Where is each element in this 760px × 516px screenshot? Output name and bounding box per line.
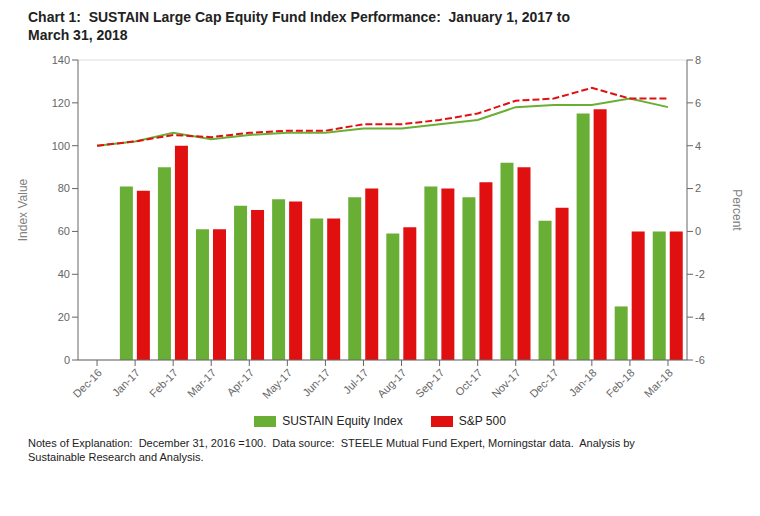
svg-text:Feb-17: Feb-17 [147, 366, 180, 399]
svg-text:Dec-17: Dec-17 [527, 366, 561, 400]
svg-text:Aug-17: Aug-17 [375, 366, 409, 400]
svg-text:Mar-17: Mar-17 [185, 366, 218, 399]
svg-text:40: 40 [58, 268, 70, 280]
svg-text:-2: -2 [695, 268, 705, 280]
svg-text:Nov-17: Nov-17 [489, 366, 523, 400]
svg-text:Dec-16: Dec-16 [70, 366, 104, 400]
svg-text:20: 20 [58, 311, 70, 323]
svg-text:2: 2 [695, 182, 701, 194]
html-text:March 31, 2018: March 31, 2018 [28, 27, 128, 43]
svg-text:Jan-17: Jan-17 [110, 366, 142, 398]
svg-text:0: 0 [695, 225, 701, 237]
html-text:SUSTAIN Equity Index: SUSTAIN Equity Index [282, 414, 403, 428]
svg-text:Apr-17: Apr-17 [224, 366, 256, 398]
svg-text:6: 6 [695, 97, 701, 109]
html-text:Notes of Explanation: December: Notes of Explanation: December 31, 2016 … [28, 437, 635, 463]
svg-text:120: 120 [52, 97, 70, 109]
svg-text:100: 100 [52, 140, 70, 152]
html-text:Chart 1: SUSTAIN Large Cap Equ: Chart 1: SUSTAIN Large Cap Equity Fund I… [28, 9, 570, 25]
html-text:S&P 500: S&P 500 [458, 414, 506, 428]
svg-text:Jul-17: Jul-17 [341, 366, 371, 396]
svg-text:Index Value: Index Value [16, 178, 30, 241]
svg-text:May-17: May-17 [260, 366, 294, 400]
svg-text:Jun-17: Jun-17 [300, 366, 332, 398]
svg-text:-4: -4 [695, 311, 705, 323]
svg-text:Mar-18: Mar-18 [642, 366, 675, 399]
svg-text:Feb-18: Feb-18 [604, 366, 637, 399]
svg-text:8: 8 [695, 54, 701, 66]
svg-text:-6: -6 [695, 354, 705, 366]
svg-text:Jan-18: Jan-18 [567, 366, 599, 398]
svg-text:4: 4 [695, 140, 701, 152]
svg-text:Sep-17: Sep-17 [413, 366, 447, 400]
svg-text:140: 140 [52, 54, 70, 66]
svg-text:60: 60 [58, 225, 70, 237]
svg-text:80: 80 [58, 182, 70, 194]
svg-text:0: 0 [64, 354, 70, 366]
svg-text:Oct-17: Oct-17 [453, 366, 485, 398]
svg-text:Percent: Percent [730, 189, 744, 231]
